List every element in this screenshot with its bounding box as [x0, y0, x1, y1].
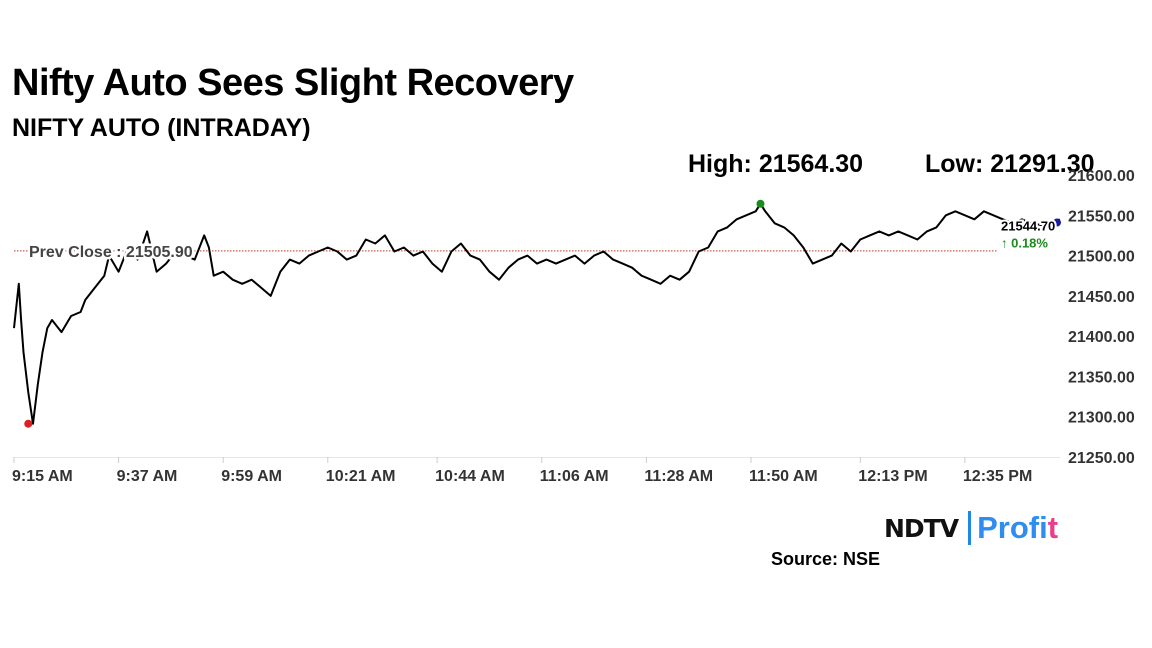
last-price-marker — [1053, 218, 1061, 227]
x-tick-label: 11:50 AM — [749, 468, 818, 485]
x-axis: 9:15 AM 9:37 AM 9:59 AM 10:21 AM 10:44 AM 11:… — [12, 457, 1060, 485]
high-value-label: High: 21564.30 — [688, 150, 864, 178]
y-axis: 21250.00 21300.00 21350.00 21400.00 21450.00… — [1068, 168, 1135, 467]
y-tick-label: 21300.00 — [1068, 410, 1135, 427]
x-tick-label: 11:28 AM — [644, 468, 713, 485]
price-line — [13, 202, 1061, 425]
chart-headline: Nifty Auto Sees Slight Recovery — [12, 62, 574, 104]
x-tick-label: 12:13 PM — [858, 468, 927, 485]
x-tick-label: 9:37 AM — [117, 468, 178, 485]
y-tick-label: 21400.00 — [1068, 329, 1135, 346]
last-change-label: ↑ 0.18% — [1001, 236, 1048, 251]
high-marker — [756, 199, 765, 208]
y-tick-label: 21450.00 — [1068, 289, 1135, 306]
logo-profit-text: Profit — [977, 510, 1059, 545]
source-note: Source: NSE — [771, 549, 881, 569]
y-tick-label: 21250.00 — [1068, 450, 1135, 467]
low-marker — [24, 419, 33, 428]
x-tick-label: 10:44 AM — [435, 468, 505, 485]
y-tick-label: 21500.00 — [1068, 249, 1135, 266]
logo-ndtv-text: NDTV — [884, 513, 959, 543]
y-tick-label: 21350.00 — [1068, 369, 1135, 386]
x-tick-label: 10:21 AM — [326, 468, 396, 485]
y-tick-label: 21600.00 — [1068, 168, 1135, 185]
last-price-label: 21544.70 — [1001, 219, 1055, 234]
y-tick-label: 21550.00 — [1068, 208, 1135, 225]
prev-close-label: Prev Close : 21505.90 — [29, 244, 193, 261]
x-tick-label: 11:06 AM — [540, 468, 609, 485]
chart-subtitle: NIFTY AUTO (INTRADAY) — [12, 114, 311, 142]
x-tick-label: 12:35 PM — [963, 468, 1032, 485]
ndtv-profit-logo: NDTV Profit — [884, 508, 1058, 548]
logo-divider — [968, 511, 972, 545]
low-value-label: Low: 21291.30 — [925, 150, 1095, 178]
x-tick-label: 9:59 AM — [221, 468, 282, 485]
x-tick-label: 9:15 AM — [12, 468, 73, 485]
